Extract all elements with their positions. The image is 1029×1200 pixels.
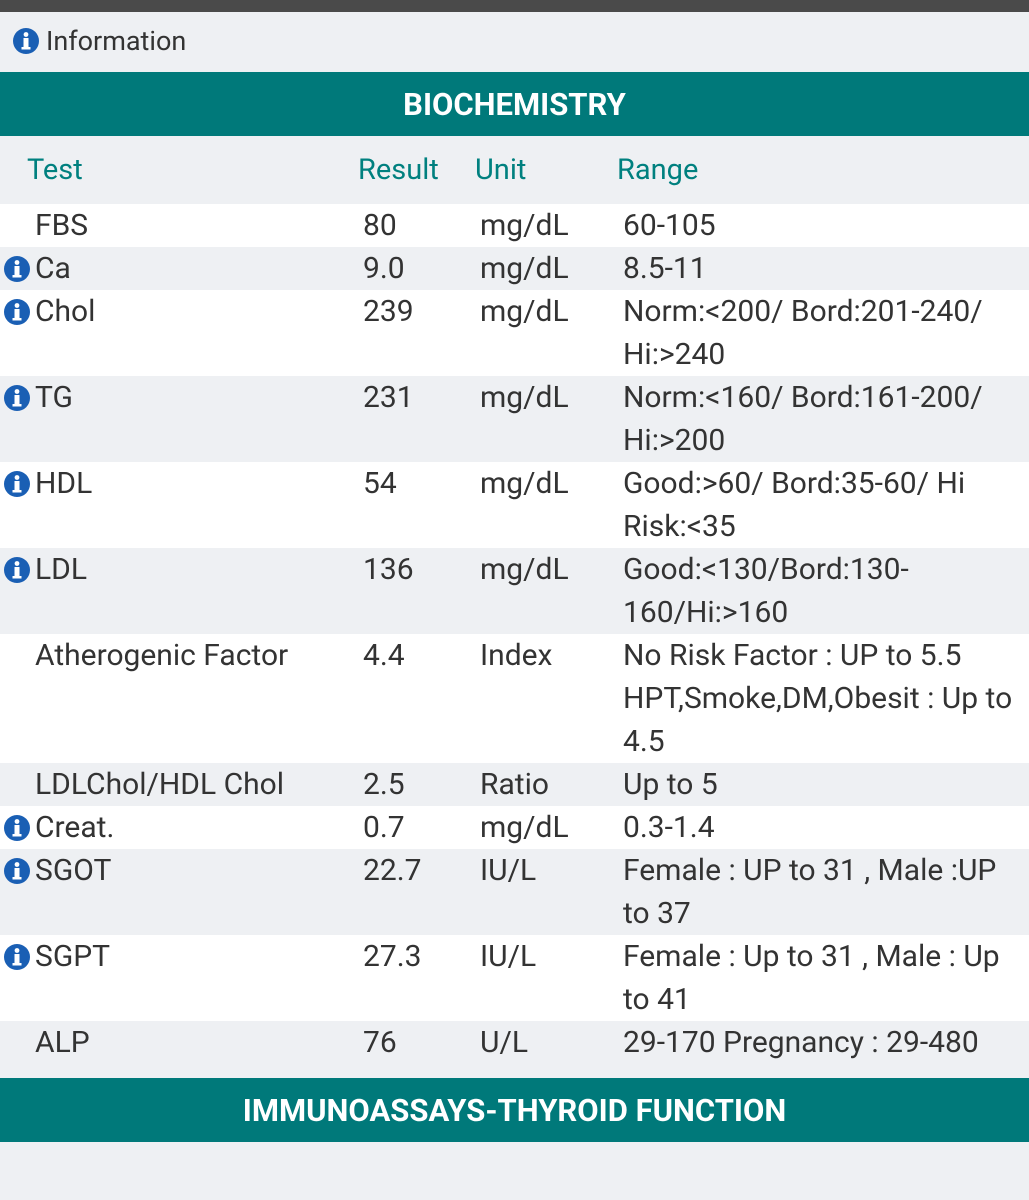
table-row: FBS 80 mg/dL 60-105 — [0, 204, 1029, 247]
table-row: ALP 76 U/L 29-170 Pregnancy : 29-480 — [0, 1021, 1029, 1064]
test-name: TG — [35, 380, 73, 415]
column-label: Test — [27, 153, 83, 187]
unit: mg/dL — [480, 294, 569, 329]
range: 0.3-1.4 — [623, 810, 715, 845]
result: 9.0 — [363, 251, 405, 286]
table-row: Atherogenic Factor 4.4 Index No Risk Factor… — [0, 634, 1029, 763]
unit: Ratio — [480, 767, 550, 802]
section-title: BIOCHEMISTRY — [0, 72, 1029, 136]
unit: mg/dL — [480, 380, 569, 415]
range: Good:<130/Bord:130-160/Hi:>160 — [623, 552, 909, 630]
unit: mg/dL — [480, 552, 569, 587]
column-label: Unit — [475, 153, 527, 187]
range: 8.5-11 — [623, 251, 707, 286]
range: Norm:<160/ Bord:161-200/ Hi:>200 — [623, 380, 983, 458]
column-label: Result — [358, 153, 439, 187]
result: 27.3 — [363, 939, 422, 974]
range: No Risk Factor : UP to 5.5 HPT,Smoke,DM,… — [623, 638, 1013, 759]
info-icon[interactable] — [3, 857, 31, 885]
unit: mg/dL — [480, 208, 569, 243]
range: 60-105 — [623, 208, 716, 243]
column-label: Range — [617, 153, 699, 187]
unit: Index — [480, 638, 553, 673]
test-name: SGPT — [35, 939, 111, 974]
test-name: HDL — [35, 466, 93, 501]
test-name: LDLChol/HDL Chol — [35, 767, 285, 802]
info-icon[interactable] — [3, 943, 31, 971]
info-label: Information — [46, 25, 187, 57]
test-name: SGOT — [35, 853, 112, 888]
table-row: TG 231 mg/dL Norm:<160/ Bord:161-200/ Hi:>2… — [0, 376, 1029, 462]
test-name: LDL — [35, 552, 88, 587]
test-name: Ca — [35, 251, 71, 286]
table-row: SGPT 27.3 IU/L Female : Up to 31 , Male : U… — [0, 935, 1029, 1021]
status-bar — [0, 0, 1029, 12]
result: 136 — [363, 552, 414, 587]
table-row: LDL 136 mg/dL Good:<130/Bord:130-160/Hi:>16… — [0, 548, 1029, 634]
content: BIOCHEMISTRY Test Result Unit Range FBS 80 mg/d… — [0, 72, 1029, 1142]
table-row: Ca 9.0 mg/dL 8.5-11 — [0, 247, 1029, 290]
result: 54 — [363, 466, 397, 501]
unit: mg/dL — [480, 810, 569, 845]
info-bar[interactable]: Information — [0, 12, 1029, 70]
info-icon[interactable] — [3, 470, 31, 498]
test-name: Creat. — [35, 810, 115, 845]
result: 80 — [363, 208, 397, 243]
range: 29-170 Pregnancy : 29-480 — [623, 1025, 979, 1060]
test-name: Chol — [35, 294, 96, 329]
test-name: FBS — [35, 208, 89, 243]
range: Up to 5 — [623, 767, 718, 802]
table-row: LDLChol/HDL Chol 2.5 Ratio Up to 5 — [0, 763, 1029, 806]
info-icon[interactable] — [3, 556, 31, 584]
info-icon[interactable] — [3, 814, 31, 842]
test-name: Atherogenic Factor — [35, 638, 289, 673]
test-name: ALP — [35, 1025, 90, 1060]
table-row: HDL 54 mg/dL Good:>60/ Bord:35-60/ Hi Risk:… — [0, 462, 1029, 548]
info-icon — [13, 28, 39, 54]
result: 22.7 — [363, 853, 422, 888]
table-row: Chol 239 mg/dL Norm:<200/ Bord:201-240/ Hi:… — [0, 290, 1029, 376]
unit: mg/dL — [480, 251, 569, 286]
result: 0.7 — [363, 810, 405, 845]
unit: IU/L — [480, 939, 537, 974]
table-row: Creat. 0.7 mg/dL 0.3-1.4 — [0, 806, 1029, 849]
result: 4.4 — [363, 638, 405, 673]
table-row: SGOT 22.7 IU/L Female : UP to 31 , Male :UP… — [0, 849, 1029, 935]
result: 231 — [363, 380, 414, 415]
range: Female : UP to 31 , Male :UP to 37 — [623, 853, 997, 931]
result: 76 — [363, 1025, 397, 1060]
info-icon[interactable] — [3, 298, 31, 326]
range: Good:>60/ Bord:35-60/ Hi Risk:<35 — [623, 466, 966, 544]
section-title: IMMUNOASSAYS-THYROID FUNCTION — [0, 1078, 1029, 1142]
info-icon[interactable] — [3, 384, 31, 412]
result: 239 — [363, 294, 414, 329]
range: Norm:<200/ Bord:201-240/ Hi:>240 — [623, 294, 983, 372]
unit: U/L — [480, 1025, 528, 1060]
info-icon[interactable] — [3, 255, 31, 283]
column-header: Test Result Unit Range — [0, 136, 1029, 204]
unit: mg/dL — [480, 466, 569, 501]
range: Female : Up to 31 , Male : Up to 41 — [623, 939, 1000, 1017]
unit: IU/L — [480, 853, 537, 888]
result: 2.5 — [363, 767, 405, 802]
